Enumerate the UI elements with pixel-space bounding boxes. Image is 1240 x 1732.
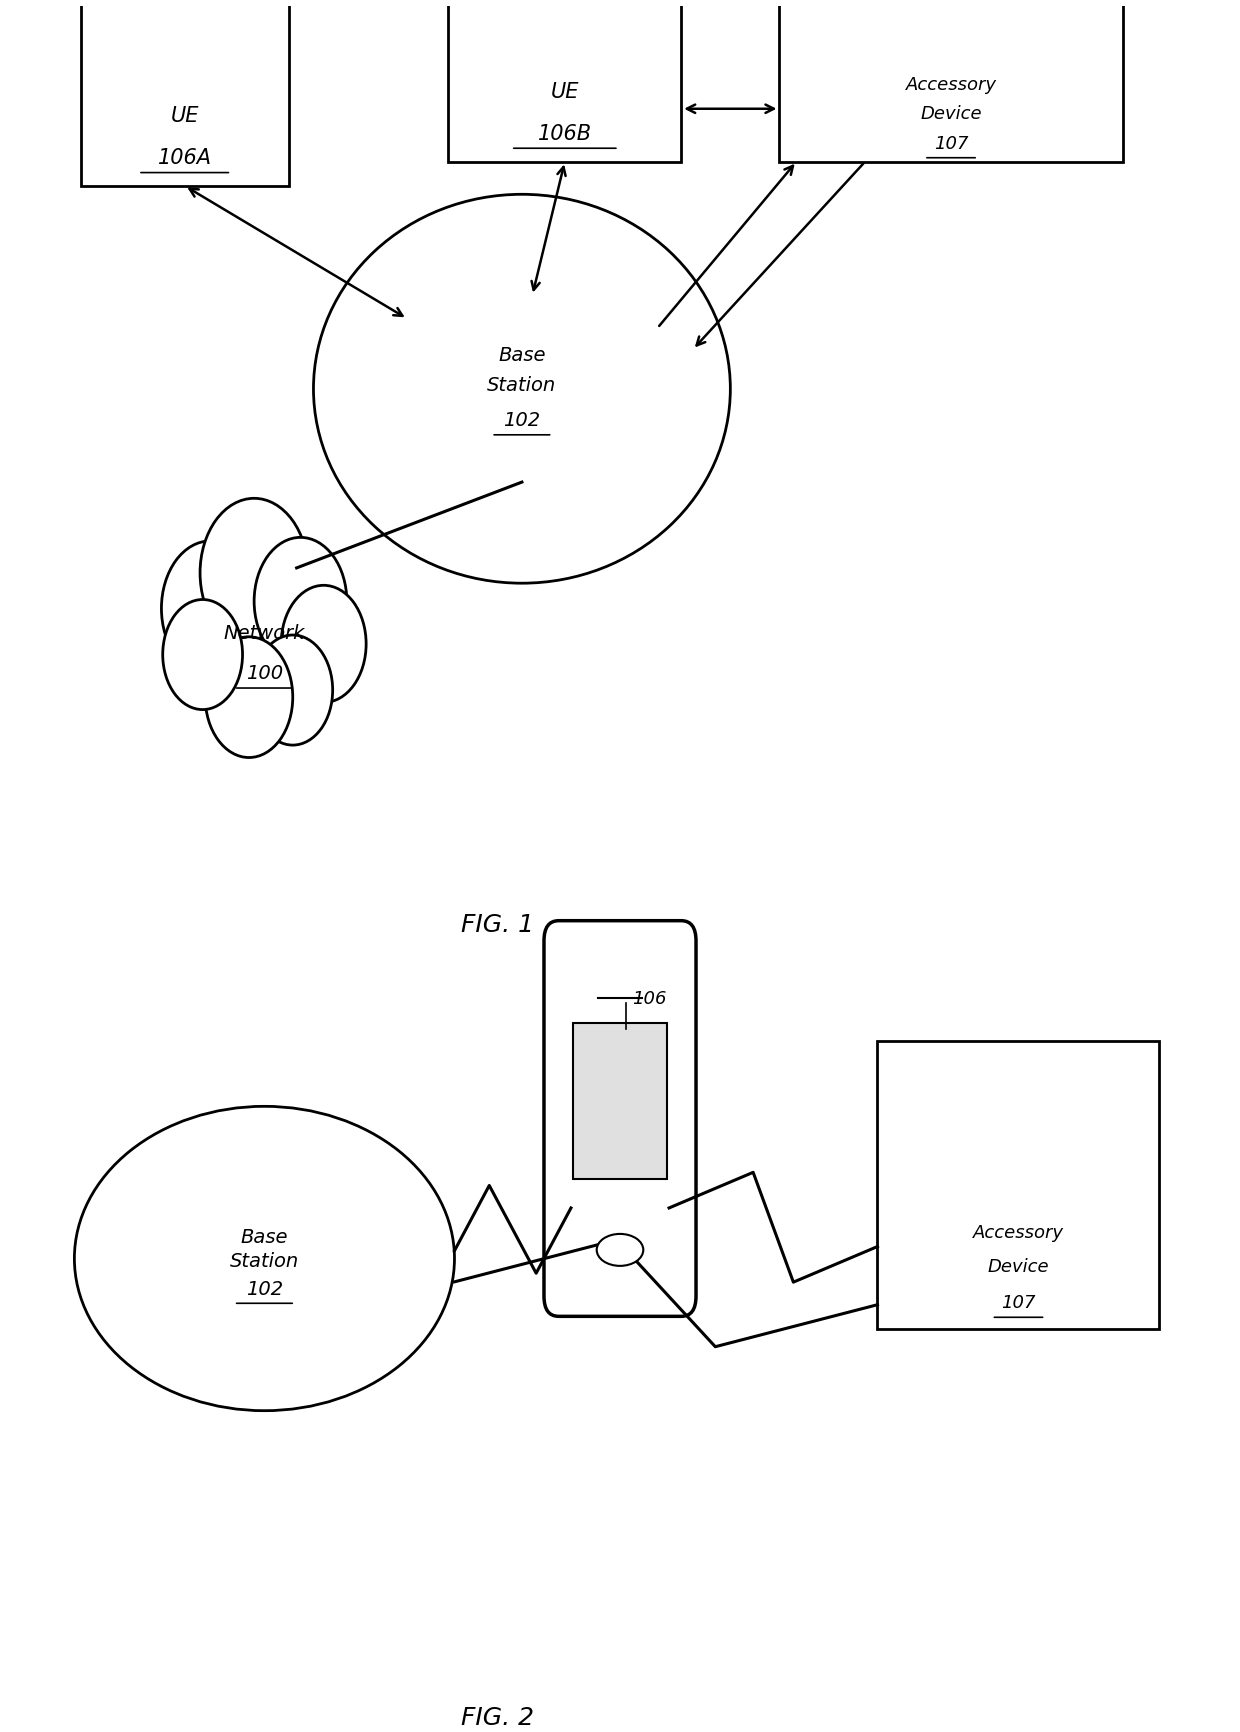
Ellipse shape [74,1107,455,1412]
FancyBboxPatch shape [544,921,696,1316]
Text: Device: Device [988,1257,1049,1276]
FancyBboxPatch shape [81,0,289,187]
Text: Station: Station [229,1251,299,1270]
Circle shape [205,637,293,759]
Circle shape [254,539,347,665]
FancyBboxPatch shape [449,0,681,163]
Text: Station: Station [487,376,557,395]
Circle shape [253,636,332,746]
Text: Base: Base [498,346,546,365]
Text: Accessory: Accessory [973,1223,1064,1242]
Text: 106B: 106B [538,125,591,144]
Text: 102: 102 [246,1278,283,1297]
Text: UE: UE [551,81,579,102]
Text: FIG. 1: FIG. 1 [461,913,534,937]
Text: 107: 107 [1001,1294,1035,1311]
FancyBboxPatch shape [878,1041,1159,1328]
Ellipse shape [314,196,730,584]
Text: Network: Network [223,624,305,643]
Ellipse shape [596,1235,644,1266]
Text: Accessory: Accessory [905,76,997,95]
Circle shape [281,585,366,703]
Text: FIG. 2: FIG. 2 [461,1706,534,1730]
Circle shape [161,542,259,677]
Text: 106: 106 [632,989,667,1008]
Text: 102: 102 [503,410,541,430]
FancyBboxPatch shape [780,0,1122,163]
Text: 107: 107 [934,135,968,152]
Text: 106A: 106A [157,149,212,168]
Text: Device: Device [920,106,982,123]
FancyBboxPatch shape [573,1024,667,1179]
Text: Base: Base [241,1228,288,1247]
Circle shape [162,601,243,710]
Circle shape [200,499,309,648]
Text: 100: 100 [246,663,283,682]
Text: UE: UE [170,106,198,126]
